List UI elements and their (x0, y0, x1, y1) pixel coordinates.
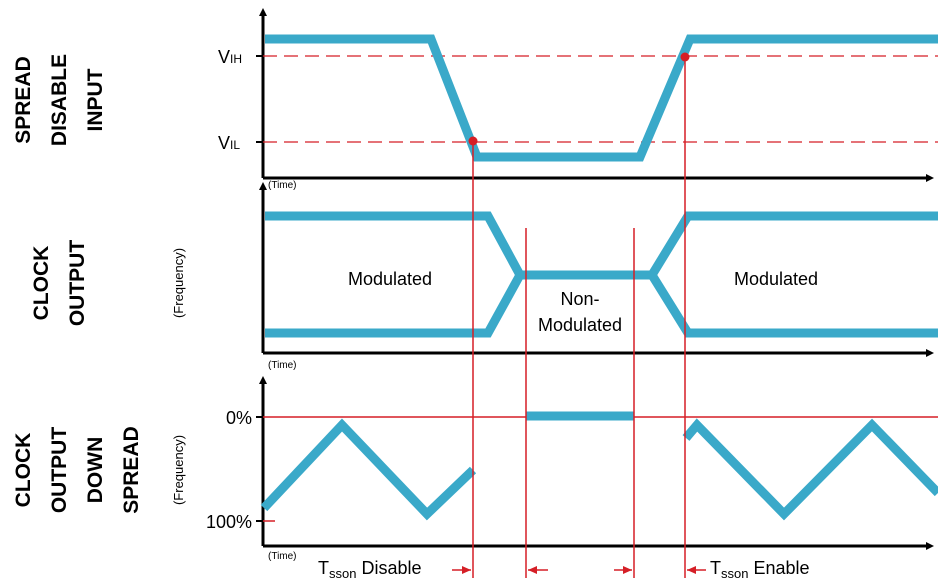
tsson-disable-label: Tsson Disable (318, 558, 422, 581)
frequency-axis-label: (Frequency) (171, 435, 186, 505)
panel-title-line: OUTPUT (48, 427, 71, 514)
time-axis-label: (Time) (268, 551, 297, 562)
clock-upper-envelope (265, 211, 938, 280)
modulated-label-left: Modulated (348, 269, 432, 289)
panel-title-line: SPREAD (120, 426, 143, 514)
spread-disable-waveform (265, 34, 938, 162)
panel-title-line: CLOCK (30, 246, 53, 321)
modulated-label-right: Modulated (734, 269, 818, 289)
timing-markers (472, 57, 686, 578)
non-modulated-label-line1: Non- (560, 289, 599, 309)
time-axis-label: (Time) (268, 360, 297, 371)
panel-title-line: SPREAD (12, 56, 35, 144)
panel-spread-disable: SPREAD DISABLE INPUT (Time) VIH VIL (12, 8, 938, 191)
zero-percent-label: 0% (226, 408, 252, 428)
tsson-enable-label: Tsson Enable (710, 558, 810, 581)
panel-down-spread: CLOCK OUTPUT DOWN SPREAD (Frequency) (Ti… (12, 376, 938, 562)
vil-label: VIL (218, 133, 240, 153)
clock-lower-envelope (265, 270, 938, 338)
down-spread-waveform-right (682, 418, 938, 521)
panel-clock-output: CLOCK OUTPUT (Frequency) (Time) Modulate… (30, 182, 938, 371)
non-modulated-label-line2: Modulated (538, 315, 622, 335)
down-spread-waveform-left (260, 418, 477, 521)
panel-title-line: CLOCK (12, 433, 35, 508)
frequency-axis-label: (Frequency) (171, 248, 186, 318)
panel-title-line: DOWN (84, 437, 107, 504)
panel-title-line: DISABLE (48, 54, 71, 146)
hundred-percent-label: 100% (206, 512, 252, 532)
vih-label: VIH (218, 47, 242, 67)
panel-title-line: INPUT (84, 68, 107, 131)
timing-annotations: Tsson Disable Tsson Enable (318, 558, 810, 581)
time-axis-label: (Time) (268, 180, 297, 191)
panel-title-line: OUTPUT (66, 240, 89, 327)
